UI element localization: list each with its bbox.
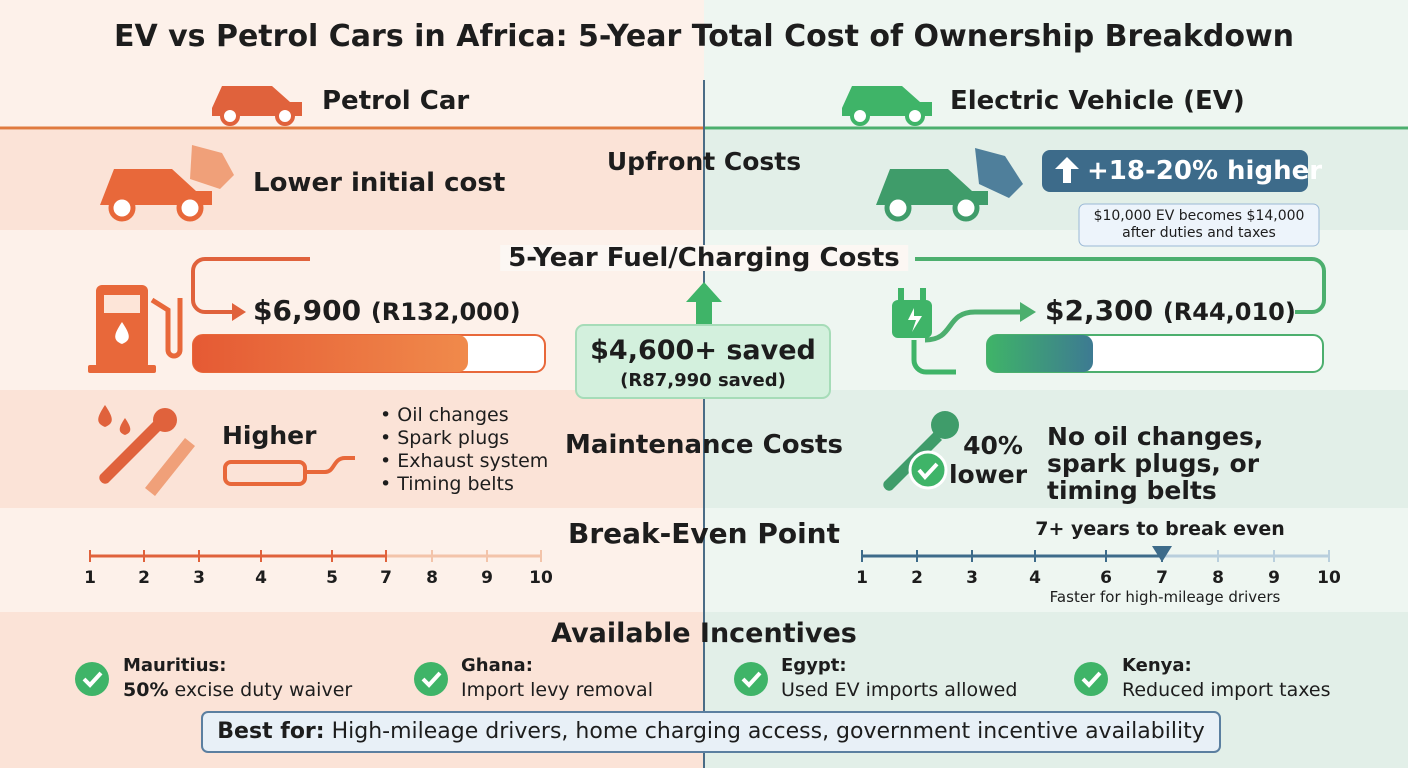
- best-for-label: Best for:: [217, 719, 325, 744]
- tick-label: 7: [380, 568, 392, 588]
- section-title: Available Incentives: [551, 618, 857, 649]
- tick-label: 6: [1100, 568, 1112, 588]
- bullet-text: Spark plugs: [397, 427, 510, 449]
- tick-label: 8: [1212, 568, 1224, 588]
- maintenance-pct: 40%: [963, 431, 1023, 460]
- incentive-country: Egypt:: [781, 655, 847, 676]
- fuel-usd: $6,900: [253, 294, 362, 327]
- incentive-country: Ghana:: [461, 655, 533, 676]
- tick-label: 3: [966, 568, 978, 588]
- ev-label: Electric Vehicle (EV): [950, 86, 1245, 116]
- upfront-badge: +18-20% higher: [1087, 156, 1323, 186]
- tick-label: 1: [84, 568, 96, 588]
- incentive-highlight: 50%: [123, 679, 169, 701]
- charging-cost: $2,300 (R44,010): [1045, 297, 1296, 325]
- bullet-item: • Oil changes: [380, 404, 509, 426]
- tick-label: 5: [326, 568, 338, 588]
- bullet-item: • Spark plugs: [380, 427, 510, 449]
- section-title: Upfront Costs: [606, 147, 802, 176]
- tick-label: 8: [426, 568, 438, 588]
- tick-label: 7: [1156, 568, 1168, 588]
- maintenance-word: lower: [948, 460, 1028, 489]
- bullet-text: Exhaust system: [397, 450, 549, 472]
- savings-rand: (R87,990 saved): [620, 370, 786, 391]
- tick-label: 1: [856, 568, 868, 588]
- tick-label: 10: [1317, 568, 1341, 588]
- tick-label: 10: [529, 568, 553, 588]
- charging-rand: (R44,010): [1162, 298, 1296, 326]
- title: EV vs Petrol Cars in Africa: 5-Year Tota…: [113, 19, 1295, 54]
- best-for-text: High-mileage drivers, home charging acce…: [331, 719, 1205, 744]
- section-title: 5-Year Fuel/Charging Costs: [500, 245, 908, 271]
- bullet-item: • Exhaust system: [380, 450, 549, 472]
- upfront-note: $10,000 EV becomes $14,000 after duties …: [1093, 208, 1305, 241]
- breakeven-note: Faster for high-mileage drivers: [1049, 588, 1281, 606]
- incentive-detail: excise duty waiver: [174, 679, 353, 701]
- section-title: Maintenance Costs: [565, 430, 843, 460]
- incentive-text: Import levy removal: [461, 681, 653, 700]
- maintenance-list: • Oil changes • Spark plugs • Exhaust syst…: [380, 404, 548, 496]
- incentive-detail: Reduced import taxes: [1122, 679, 1331, 701]
- incentive-country: Kenya:: [1122, 655, 1192, 676]
- charging-usd: $2,300: [1045, 294, 1154, 327]
- section-title: Break-Even Point: [567, 517, 841, 550]
- incentive-text: 50% excise duty waiver: [123, 681, 352, 700]
- best-for: Best for: High-mileage drivers, home cha…: [217, 721, 1204, 743]
- incentive-country: Mauritius:: [123, 655, 227, 676]
- fuel-rand: (R132,000): [370, 298, 521, 326]
- savings-usd: $4,600+ saved: [590, 335, 816, 366]
- tick-label: 3: [193, 568, 205, 588]
- tick-label: 2: [911, 568, 923, 588]
- bullet-text: Timing belts: [397, 473, 514, 495]
- tick-label: 2: [138, 568, 150, 588]
- tick-label: 9: [481, 568, 493, 588]
- maintenance-text: Higher: [222, 421, 317, 450]
- breakeven-label: 7+ years to break even: [1035, 518, 1285, 540]
- tick-label: 4: [1029, 568, 1041, 588]
- incentive-text: Reduced import taxes: [1122, 681, 1331, 700]
- petrol-label: Petrol Car: [322, 86, 470, 116]
- incentive-detail: Used EV imports allowed: [781, 679, 1018, 701]
- incentive-text: Used EV imports allowed: [781, 681, 1017, 700]
- incentive-detail: Import levy removal: [461, 679, 653, 701]
- maintenance-note: No oil changes, spark plugs, or timing b…: [1047, 422, 1264, 505]
- bullet-item: • Timing belts: [380, 473, 514, 495]
- bullet-text: Oil changes: [397, 404, 509, 426]
- tick-label: 9: [1268, 568, 1280, 588]
- fuel-cost: $6,900 (R132,000): [253, 297, 521, 325]
- tick-label: 4: [255, 568, 267, 588]
- upfront-text: Lower initial cost: [253, 168, 506, 198]
